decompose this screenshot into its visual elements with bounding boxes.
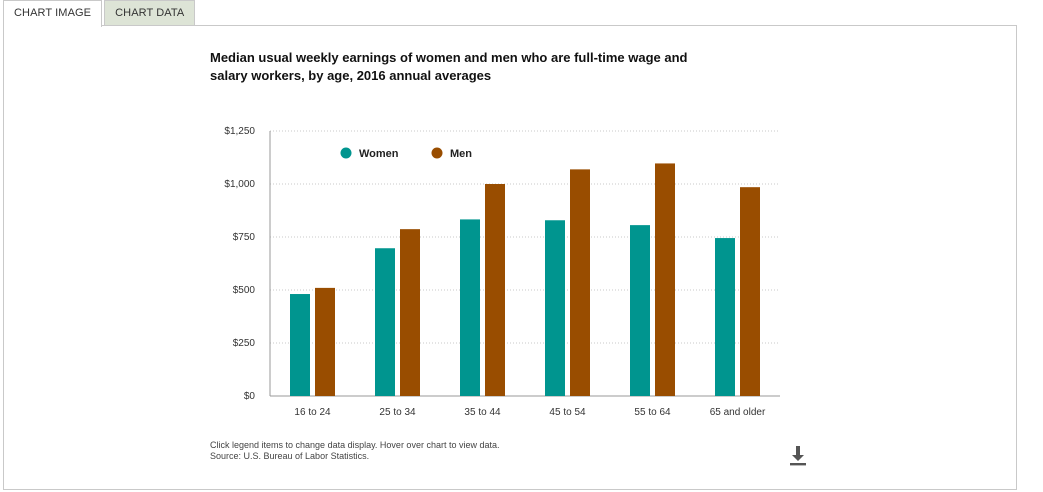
footnote-source: Source: U.S. Bureau of Labor Statistics. — [210, 451, 370, 461]
download-icon[interactable] — [786, 444, 810, 468]
x-tick-label: 65 and older — [710, 407, 766, 418]
chart-title-line-2: salary workers, by age, 2016 annual aver… — [210, 68, 492, 83]
chart-title: Median usual weekly earnings of women an… — [210, 49, 770, 85]
bar-men-5[interactable] — [740, 187, 760, 396]
bar-women-4[interactable] — [630, 225, 650, 396]
tab-chart-image[interactable]: CHART IMAGE — [3, 0, 103, 27]
chart-panel — [3, 25, 1017, 490]
legend-marker-men[interactable] — [431, 147, 443, 159]
bar-women-2[interactable] — [460, 219, 480, 396]
bar-men-3[interactable] — [570, 169, 590, 396]
x-tick-label: 16 to 24 — [294, 407, 331, 418]
bar-men-0[interactable] — [315, 287, 335, 396]
x-tick-label: 55 to 64 — [634, 407, 671, 418]
legend-label-men[interactable]: Men — [450, 148, 472, 160]
chart-title-line-1: Median usual weekly earnings of women an… — [210, 50, 688, 65]
y-tick-label: $750 — [233, 232, 256, 243]
footnote-instructions: Click legend items to change data displa… — [210, 440, 500, 450]
y-tick-label: $1,250 — [224, 126, 255, 137]
chart-footnote: Click legend items to change data displa… — [210, 440, 499, 462]
legend-marker-women[interactable] — [340, 147, 352, 159]
x-tick-label: 25 to 34 — [379, 407, 416, 418]
bar-women-0[interactable] — [290, 294, 310, 396]
bar-men-1[interactable] — [400, 229, 420, 396]
x-tick-label: 35 to 44 — [464, 407, 501, 418]
bar-women-5[interactable] — [715, 238, 735, 396]
bar-men-2[interactable] — [485, 184, 505, 396]
bar-men-4[interactable] — [655, 163, 675, 396]
bar-women-1[interactable] — [375, 248, 395, 396]
y-tick-label: $250 — [233, 338, 256, 349]
y-tick-label: $500 — [233, 285, 256, 296]
y-tick-label: $1,000 — [224, 179, 255, 190]
x-tick-label: 45 to 54 — [549, 407, 586, 418]
legend-label-women[interactable]: Women — [359, 148, 399, 160]
tab-bar: CHART IMAGE CHART DATA — [3, 0, 197, 27]
bar-women-3[interactable] — [545, 220, 565, 396]
tab-chart-data[interactable]: CHART DATA — [104, 0, 196, 25]
y-tick-label: $0 — [244, 391, 256, 402]
